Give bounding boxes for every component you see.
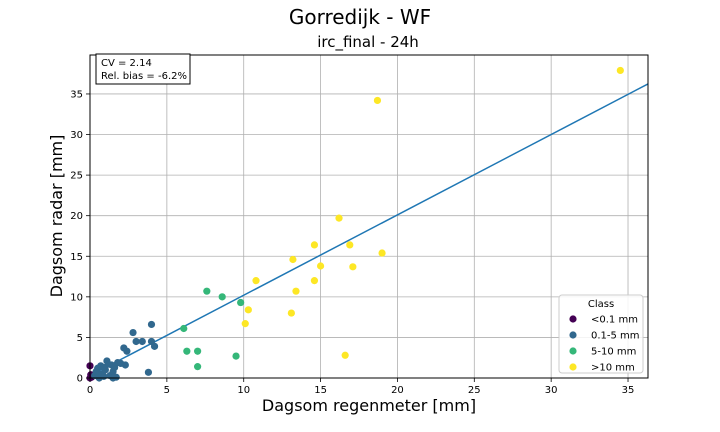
data-point	[341, 351, 349, 359]
data-point	[144, 368, 153, 376]
x-tick-label: 30	[545, 385, 558, 396]
data-point	[183, 347, 191, 355]
legend-label: <0.1 mm	[591, 315, 638, 326]
legend-label: 5-10 mm	[591, 347, 636, 358]
y-tick-label: 10	[70, 292, 83, 303]
y-tick-label: 25	[70, 171, 83, 182]
data-point	[373, 96, 382, 105]
data-point	[244, 306, 252, 314]
x-tick-label: 5	[164, 385, 170, 396]
data-point	[203, 287, 211, 295]
data-point	[349, 263, 357, 271]
data-points	[86, 66, 624, 382]
legend-marker	[569, 331, 577, 339]
legend-marker	[569, 347, 577, 355]
data-point	[150, 342, 159, 350]
y-tick-label: 0	[77, 374, 83, 385]
data-point	[121, 361, 129, 369]
legend-marker	[569, 315, 577, 323]
chart-subtitle: irc_final - 24h	[317, 33, 419, 52]
data-point	[218, 293, 226, 301]
y-axis-label: Dagsom radar [mm]	[47, 135, 66, 298]
data-point	[346, 241, 354, 249]
data-point	[289, 255, 297, 264]
data-point	[310, 277, 319, 285]
data-point	[100, 372, 108, 380]
y-tick-label: 30	[70, 130, 83, 141]
plot-frame	[89, 54, 649, 379]
data-point	[616, 66, 624, 75]
data-point	[287, 309, 295, 317]
y-tick-label: 35	[70, 89, 83, 100]
stats-rel-bias: Rel. bias = -6.2%	[101, 71, 187, 82]
data-point	[180, 324, 188, 333]
data-point	[129, 328, 137, 337]
chart-title: Gorredijk - WF	[289, 5, 431, 29]
data-point	[94, 369, 102, 377]
y-tick-label: 20	[70, 211, 83, 222]
legend-marker	[569, 363, 577, 371]
data-point	[123, 347, 131, 355]
y-tick-label: 15	[70, 252, 83, 263]
x-tick-label: 25	[468, 385, 481, 396]
x-tick-label: 20	[391, 385, 404, 396]
legend-label: >10 mm	[591, 363, 635, 374]
data-point	[378, 249, 386, 257]
x-tick-label: 15	[314, 385, 327, 396]
x-tick-label: 0	[87, 385, 93, 396]
data-point	[316, 262, 325, 270]
axis-ticks: 0 5 10 15 20 25 30 35 0 5 10 15 20 25 30 35	[70, 89, 634, 396]
data-point	[138, 337, 146, 346]
data-point	[310, 241, 319, 249]
data-point	[132, 337, 140, 346]
grid	[89, 55, 648, 379]
data-point	[194, 363, 202, 371]
legend-frame	[558, 294, 644, 374]
data-point	[194, 347, 202, 355]
x-tick-label: 35	[622, 385, 635, 396]
legend-items: <0.1 mm 0.1-5 mm 5-10 mm >10 mm	[569, 315, 640, 374]
legend-title: Class	[588, 299, 614, 310]
y-tick-label: 5	[77, 333, 83, 344]
x-axis-label: Dagsom regenmeter [mm]	[262, 396, 476, 415]
legend-label: 0.1-5 mm	[591, 331, 640, 342]
data-point	[252, 277, 260, 285]
data-point	[232, 352, 240, 360]
data-point	[100, 363, 108, 372]
legend: Class <0.1 mm 0.1-5 mm 5-10 mm >10 mm	[558, 294, 644, 374]
data-point	[335, 214, 343, 222]
stats-box-frame	[95, 53, 191, 85]
x-tick-label: 10	[237, 385, 250, 396]
stats-box: CV = 2.14 Rel. bias = -6.2%	[95, 53, 191, 85]
data-point	[237, 298, 245, 307]
stats-cv: CV = 2.14	[101, 58, 152, 69]
data-point	[241, 320, 249, 328]
data-point	[147, 320, 156, 329]
data-point	[292, 287, 300, 295]
